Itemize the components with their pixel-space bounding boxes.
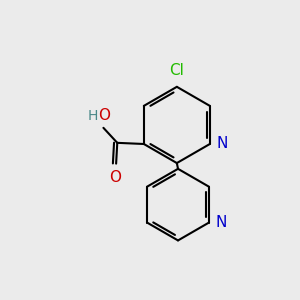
Text: Cl: Cl [169, 63, 184, 78]
Text: N: N [216, 136, 228, 152]
Text: O: O [109, 170, 121, 185]
Text: N: N [215, 215, 227, 230]
Text: O: O [99, 108, 111, 123]
Text: H: H [88, 109, 98, 123]
